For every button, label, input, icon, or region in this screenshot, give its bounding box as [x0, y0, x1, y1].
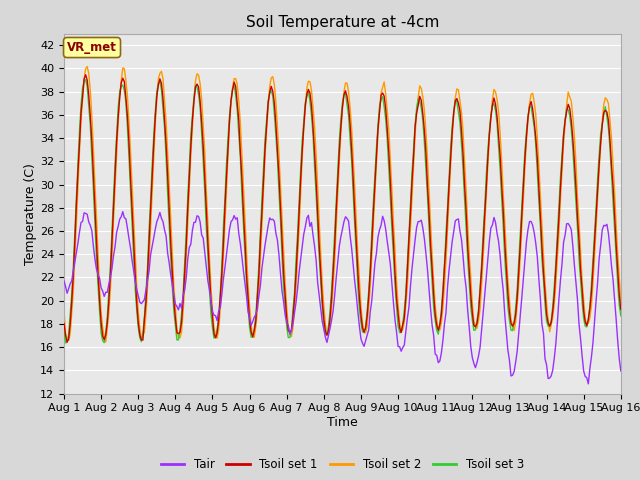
Title: Soil Temperature at -4cm: Soil Temperature at -4cm — [246, 15, 439, 30]
Text: VR_met: VR_met — [67, 41, 117, 54]
X-axis label: Time: Time — [327, 416, 358, 429]
Y-axis label: Temperature (C): Temperature (C) — [24, 163, 37, 264]
Legend: Tair, Tsoil set 1, Tsoil set 2, Tsoil set 3: Tair, Tsoil set 1, Tsoil set 2, Tsoil se… — [156, 454, 529, 476]
